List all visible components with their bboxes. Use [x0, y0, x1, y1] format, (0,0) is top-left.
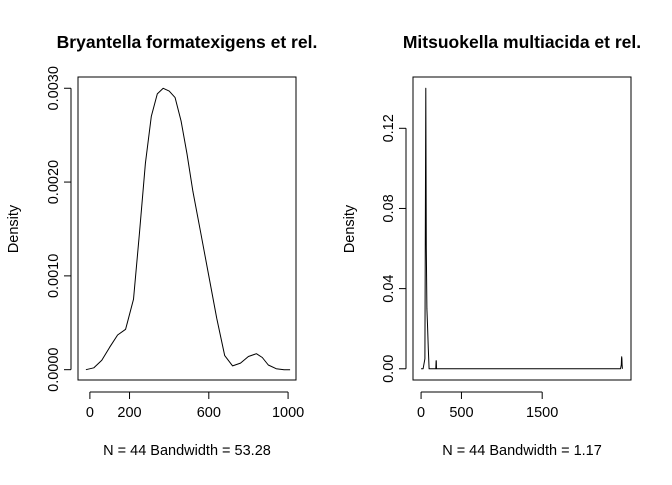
- chart-title: Mitsuokella multiacida et rel.: [403, 32, 641, 52]
- y-axis-label: Density: [342, 204, 358, 253]
- y-tick-label: 0.08: [381, 194, 397, 222]
- x-tick-label: 0: [417, 405, 425, 421]
- y-axis: 0.00 0.04 0.08 0.12: [381, 114, 407, 383]
- y-tick-label: 0.0000: [46, 348, 62, 392]
- y-tick-label: 0.0030: [46, 66, 62, 110]
- x-axis: 0 200 600 1000: [86, 391, 304, 421]
- x-tick-label: 0: [86, 405, 94, 421]
- x-axis-label: N = 44 Bandwidth = 1.17: [442, 443, 602, 459]
- y-tick-label: 0.00: [381, 355, 397, 383]
- y-tick-label: 0.04: [381, 275, 397, 303]
- y-axis-label: Density: [6, 204, 22, 253]
- y-tick-label: 0.12: [381, 114, 397, 142]
- x-tick-label: 500: [449, 405, 473, 421]
- x-tick-label: 1000: [272, 405, 304, 421]
- x-axis: 0 500 1500: [417, 391, 558, 421]
- y-tick-label: 0.0020: [46, 160, 62, 204]
- x-axis-label: N = 44 Bandwidth = 53.28: [103, 443, 271, 459]
- x-tick-label: 600: [197, 405, 221, 421]
- density-line: [85, 87, 291, 371]
- chart-title: Bryantella formatexigens et rel.: [57, 32, 318, 52]
- panel-mitsuokella: Mitsuokella multiacida et rel. N = 44 Ba…: [342, 32, 641, 459]
- y-axis: 0.0000 0.0010 0.0020 0.0030: [46, 66, 72, 392]
- x-tick-label: 200: [117, 405, 141, 421]
- x-tick-label: 1500: [526, 405, 558, 421]
- panel-bryantella: Bryantella formatexigens et rel. N = 44 …: [6, 32, 317, 459]
- plot-frame: [412, 76, 632, 381]
- density-line: [421, 87, 623, 370]
- plot-frame: [77, 76, 297, 381]
- y-tick-label: 0.0010: [46, 254, 62, 298]
